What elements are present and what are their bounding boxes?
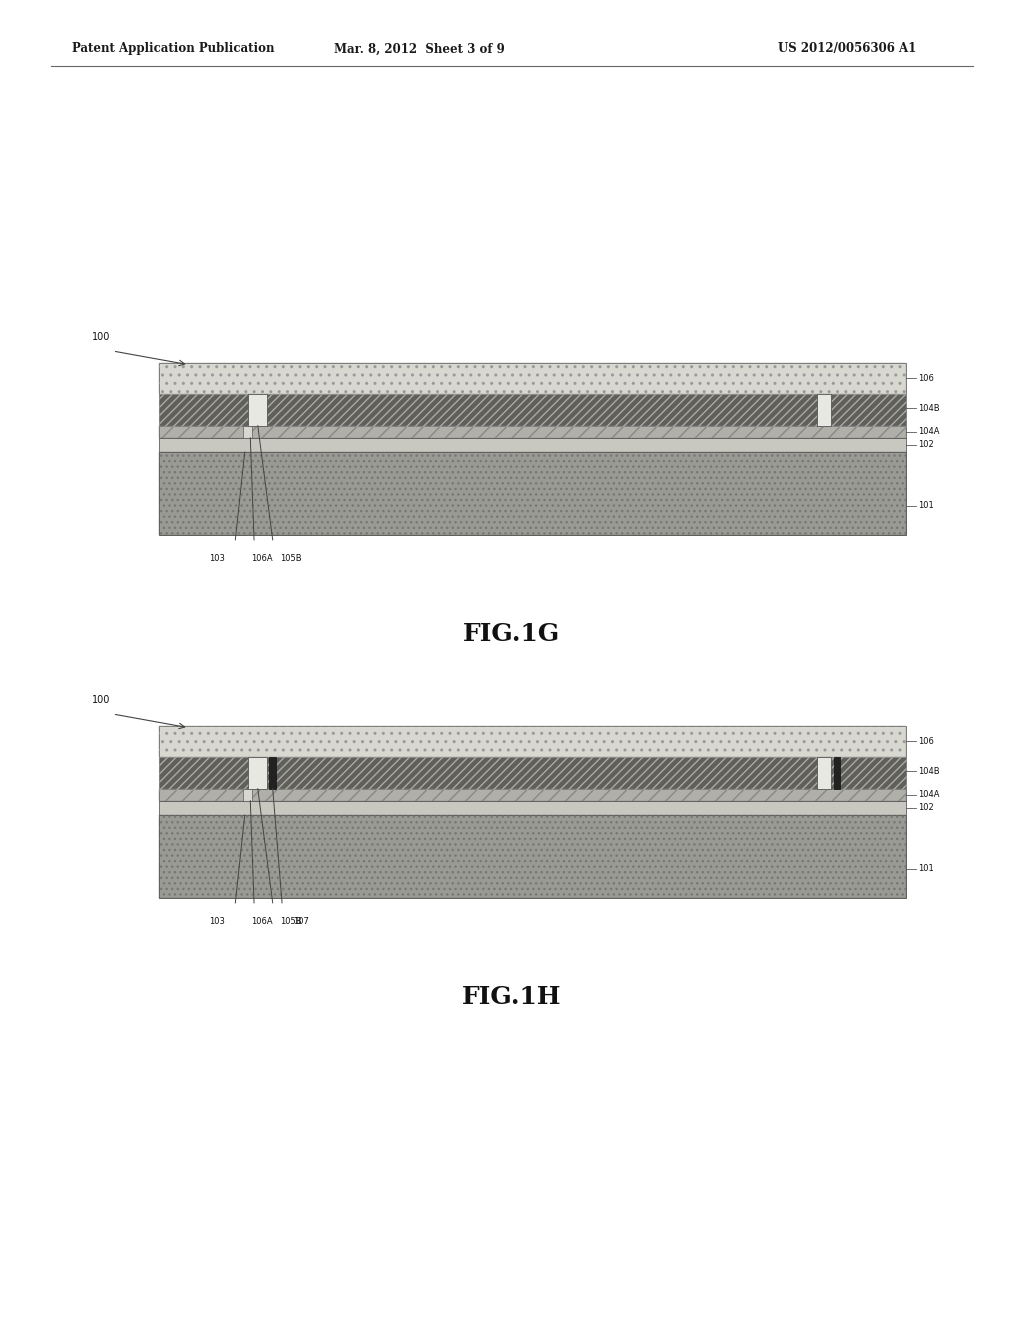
Text: 100: 100 <box>92 696 111 705</box>
Text: US 2012/0056306 A1: US 2012/0056306 A1 <box>778 42 916 55</box>
Bar <box>159 788 906 801</box>
Bar <box>249 756 267 788</box>
Bar <box>159 393 906 425</box>
Bar <box>249 393 267 425</box>
Bar <box>159 788 906 801</box>
Text: 103: 103 <box>209 917 224 927</box>
Bar <box>834 756 841 788</box>
Bar <box>159 801 906 816</box>
Bar <box>159 453 906 535</box>
Bar <box>243 425 252 438</box>
Bar <box>159 756 906 788</box>
Bar <box>159 363 906 393</box>
Text: 105B: 105B <box>281 554 302 564</box>
Text: 106A: 106A <box>251 554 272 564</box>
Bar <box>159 438 906 453</box>
Text: 107: 107 <box>293 917 308 927</box>
Text: 106: 106 <box>919 737 935 746</box>
Bar <box>159 726 906 756</box>
Bar <box>159 363 906 393</box>
Text: 102: 102 <box>919 804 934 812</box>
Bar <box>159 393 906 425</box>
Text: Patent Application Publication: Patent Application Publication <box>72 42 274 55</box>
Text: 104B: 104B <box>919 767 940 776</box>
Bar <box>159 816 906 898</box>
Text: Mar. 8, 2012  Sheet 3 of 9: Mar. 8, 2012 Sheet 3 of 9 <box>335 42 505 55</box>
Text: 101: 101 <box>919 502 934 511</box>
Bar <box>159 756 906 788</box>
Text: 100: 100 <box>92 333 111 342</box>
Bar <box>159 425 906 438</box>
Text: FIG.1H: FIG.1H <box>462 985 562 1008</box>
Text: 105B: 105B <box>281 917 302 927</box>
Text: 104A: 104A <box>919 428 940 436</box>
Text: 104B: 104B <box>919 404 940 413</box>
Text: 101: 101 <box>919 865 934 874</box>
Bar <box>243 788 252 801</box>
Text: 106A: 106A <box>251 917 272 927</box>
Bar <box>159 453 906 535</box>
Text: FIG.1G: FIG.1G <box>464 622 560 645</box>
Text: 103: 103 <box>209 554 224 564</box>
Bar <box>159 726 906 756</box>
Bar <box>159 425 906 438</box>
Bar <box>159 816 906 898</box>
Text: 102: 102 <box>919 441 934 449</box>
Text: 106: 106 <box>919 374 935 383</box>
Bar <box>269 756 276 788</box>
Bar <box>816 756 831 788</box>
Text: 104A: 104A <box>919 791 940 799</box>
Bar <box>816 393 831 425</box>
